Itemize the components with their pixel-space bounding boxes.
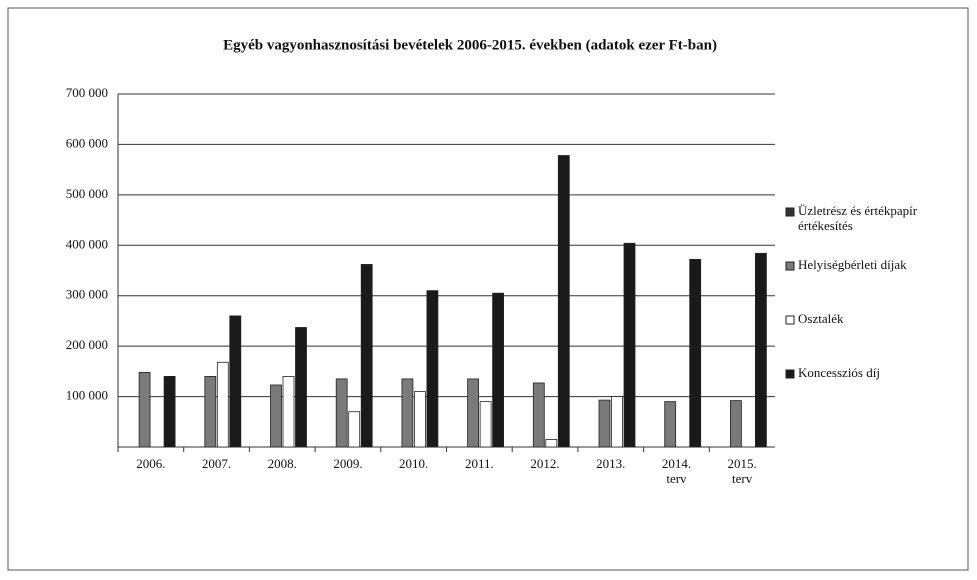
bar bbox=[270, 384, 282, 448]
bar bbox=[611, 396, 623, 448]
legend-swatch bbox=[785, 369, 795, 379]
bar bbox=[730, 400, 742, 448]
bar bbox=[623, 242, 636, 448]
x-tick-label: 2006. bbox=[136, 456, 165, 471]
bar bbox=[557, 155, 570, 448]
bar bbox=[360, 264, 373, 448]
bar bbox=[426, 290, 439, 448]
bar bbox=[282, 375, 295, 448]
x-tick-label: 2008. bbox=[268, 456, 297, 471]
y-tick-label: 700 000 bbox=[66, 85, 108, 100]
bar bbox=[348, 411, 361, 448]
x-tick-label: 2007. bbox=[202, 456, 231, 471]
y-tick-label: 100 000 bbox=[66, 388, 108, 403]
legend-swatch bbox=[785, 315, 795, 325]
x-tick-label: 2012. bbox=[530, 456, 559, 471]
y-tick-label: 300 000 bbox=[66, 287, 108, 302]
x-tick-label: 2009. bbox=[333, 456, 362, 471]
chart-title: Egyéb vagyonhasznosítási bevételek 2006-… bbox=[223, 37, 717, 53]
bar bbox=[689, 259, 702, 448]
x-tick-label: 2013. bbox=[596, 456, 625, 471]
bar bbox=[755, 252, 767, 448]
legend-label: Osztalék bbox=[798, 311, 844, 326]
bar bbox=[467, 378, 480, 448]
legend-label: Üzletrész és értékpapír értékesítés bbox=[798, 203, 918, 233]
y-tick-label: 500 000 bbox=[66, 186, 108, 201]
bar bbox=[532, 382, 545, 448]
x-tick-label: 2011. bbox=[465, 456, 494, 471]
bar bbox=[204, 375, 217, 448]
legend-swatch bbox=[785, 261, 795, 271]
bar bbox=[163, 375, 176, 448]
x-tick-label: 2014. terv bbox=[662, 456, 691, 486]
bar bbox=[492, 292, 505, 448]
bar bbox=[335, 378, 348, 448]
y-tick-label: 200 000 bbox=[66, 337, 108, 352]
bar bbox=[295, 327, 307, 448]
bar bbox=[598, 399, 611, 448]
legend-swatch bbox=[785, 207, 795, 217]
bar bbox=[479, 401, 492, 448]
legend-label: Koncessziós díj bbox=[798, 365, 880, 380]
chart-frame bbox=[7, 7, 969, 571]
bar bbox=[229, 315, 242, 448]
y-tick-label: 400 000 bbox=[66, 236, 108, 251]
x-tick-label: 2015. terv bbox=[728, 456, 757, 486]
y-tick-label: 600 000 bbox=[66, 135, 108, 150]
bar bbox=[216, 361, 229, 448]
bar bbox=[138, 371, 151, 448]
x-tick-label: 2010. bbox=[399, 456, 428, 471]
bar bbox=[664, 401, 677, 448]
bar bbox=[413, 391, 426, 448]
bar bbox=[545, 439, 558, 448]
legend-label: Helyiségbérleti díjak bbox=[798, 257, 907, 272]
bar bbox=[401, 378, 414, 448]
